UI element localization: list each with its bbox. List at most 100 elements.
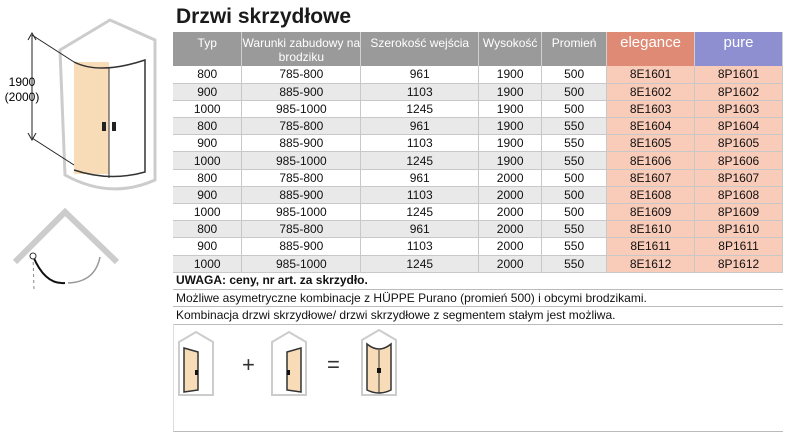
cell-pure-code: 8P1612 (694, 255, 783, 273)
note-asymmetric: Możliwe asymetryczne kombinacje z HÜPPE … (173, 290, 783, 307)
cell-elegance-code: 8E1603 (606, 100, 696, 119)
table-row: 1000 985-1000 1245 1900 500 8E1603 8P1603 (173, 100, 783, 119)
table-row: 800 785-800 961 1900 500 8E1601 8P1601 (173, 66, 783, 84)
cell-wysokosc: 1900 (478, 83, 543, 101)
cell-szerokosc: 1245 (360, 151, 480, 170)
plus-sign: + (242, 352, 255, 377)
table-row: 900 885-900 1103 2000 500 8E1608 8P1608 (173, 186, 783, 205)
cell-promien: 550 (541, 117, 608, 136)
cell-promien: 500 (541, 169, 608, 187)
table-row: 900 885-900 1103 1900 550 8E1605 8P1605 (173, 134, 783, 153)
cell-promien: 500 (541, 203, 608, 222)
cell-szerokosc: 1245 (360, 203, 480, 222)
cell-wysokosc: 2000 (478, 237, 543, 256)
cell-szerokosc: 961 (360, 220, 480, 239)
door-right-icon (271, 330, 307, 396)
cell-elegance-code: 8E1608 (606, 186, 696, 205)
cell-szerokosc: 961 (360, 117, 480, 136)
cell-warunki: 785-800 (241, 66, 362, 84)
cell-warunki: 885-900 (241, 134, 362, 153)
door-left-icon (178, 330, 214, 396)
cell-elegance-code: 8E1605 (606, 134, 696, 153)
cell-typ: 900 (173, 134, 243, 153)
cell-szerokosc: 1245 (360, 255, 480, 273)
header-szerokosc: Szerokość wejścia (360, 32, 480, 66)
cell-typ: 800 (173, 220, 243, 239)
cell-wysokosc: 1900 (478, 117, 543, 136)
combination-illustration: + = (173, 324, 783, 432)
combined-doors-icon (361, 328, 397, 396)
cell-warunki: 985-1000 (241, 255, 362, 273)
cell-wysokosc: 1900 (478, 134, 543, 153)
cell-warunki: 885-900 (241, 186, 362, 205)
page-title: Drzwi skrzydłowe (176, 5, 352, 28)
cell-pure-code: 8P1609 (694, 203, 783, 222)
shower-enclosure-illustration: 1900 (2000) (5, 18, 157, 291)
table-row: 1000 985-1000 1245 2000 550 8E1612 8P1612 (173, 255, 783, 273)
cell-szerokosc: 1103 (360, 134, 480, 153)
table-row: 1000 985-1000 1245 2000 500 8E1609 8P1609 (173, 203, 783, 222)
cell-warunki: 885-900 (241, 83, 362, 101)
cell-promien: 500 (541, 100, 608, 119)
note-uwaga: UWAGA: ceny, nr art. za skrzydło. (173, 272, 783, 290)
cell-warunki: 885-900 (241, 237, 362, 256)
cell-pure-code: 8P1605 (694, 134, 783, 153)
cell-wysokosc: 2000 (478, 186, 543, 205)
cell-pure-code: 8P1610 (694, 220, 783, 239)
table-row: 800 785-800 961 2000 550 8E1610 8P1610 (173, 220, 783, 239)
cell-pure-code: 8P1611 (694, 237, 783, 256)
note-combination: Kombinacja drzwi skrzydłowe/ drzwi skrzy… (173, 307, 783, 325)
cell-promien: 550 (541, 220, 608, 239)
table-row: 900 885-900 1103 2000 550 8E1611 8P1611 (173, 237, 783, 256)
cell-promien: 550 (541, 255, 608, 273)
cell-wysokosc: 2000 (478, 220, 543, 239)
cell-elegance-code: 8E1606 (606, 151, 696, 170)
cell-typ: 800 (173, 66, 243, 84)
cell-pure-code: 8P1606 (694, 151, 783, 170)
header-pure: pure (694, 32, 783, 66)
cell-typ: 900 (173, 186, 243, 205)
cell-typ: 1000 (173, 203, 243, 222)
cell-warunki: 785-800 (241, 220, 362, 239)
header-elegance: elegance (606, 32, 696, 66)
cell-typ: 1000 (173, 151, 243, 170)
cell-pure-code: 8P1608 (694, 186, 783, 205)
cell-elegance-code: 8E1604 (606, 117, 696, 136)
cell-typ: 800 (173, 169, 243, 187)
cell-elegance-code: 8E1602 (606, 83, 696, 101)
cell-warunki: 985-1000 (241, 151, 362, 170)
cell-typ: 1000 (173, 100, 243, 119)
cell-promien: 500 (541, 83, 608, 101)
cell-elegance-code: 8E1601 (606, 66, 696, 84)
cell-wysokosc: 1900 (478, 100, 543, 119)
cell-promien: 500 (541, 186, 608, 205)
header-typ: Typ (173, 32, 243, 66)
cell-promien: 550 (541, 151, 608, 170)
cell-elegance-code: 8E1611 (606, 237, 696, 256)
cell-pure-code: 8P1607 (694, 169, 783, 187)
cell-warunki: 785-800 (241, 169, 362, 187)
cell-wysokosc: 2000 (478, 169, 543, 187)
table-row: 900 885-900 1103 1900 500 8E1602 8P1602 (173, 83, 783, 101)
cell-promien: 550 (541, 134, 608, 153)
header-warunki: Warunki zabudowy na brodziku (241, 32, 362, 66)
height-label-alt: (2000) (5, 90, 40, 104)
cell-warunki: 985-1000 (241, 203, 362, 222)
cell-pure-code: 8P1601 (694, 66, 783, 84)
cell-pure-code: 8P1603 (694, 100, 783, 119)
table-row: 800 785-800 961 1900 550 8E1604 8P1604 (173, 117, 783, 136)
header-promien: Promień (541, 32, 608, 66)
cell-szerokosc: 1245 (360, 100, 480, 119)
cell-wysokosc: 1900 (478, 66, 543, 84)
cell-pure-code: 8P1604 (694, 117, 783, 136)
cell-elegance-code: 8E1612 (606, 255, 696, 273)
cell-warunki: 785-800 (241, 117, 362, 136)
cell-wysokosc: 2000 (478, 203, 543, 222)
cell-szerokosc: 961 (360, 66, 480, 84)
cell-pure-code: 8P1602 (694, 83, 783, 101)
height-label: 1900 (9, 75, 36, 89)
cell-wysokosc: 1900 (478, 151, 543, 170)
cell-elegance-code: 8E1609 (606, 203, 696, 222)
cell-szerokosc: 1103 (360, 237, 480, 256)
cell-szerokosc: 961 (360, 169, 480, 187)
